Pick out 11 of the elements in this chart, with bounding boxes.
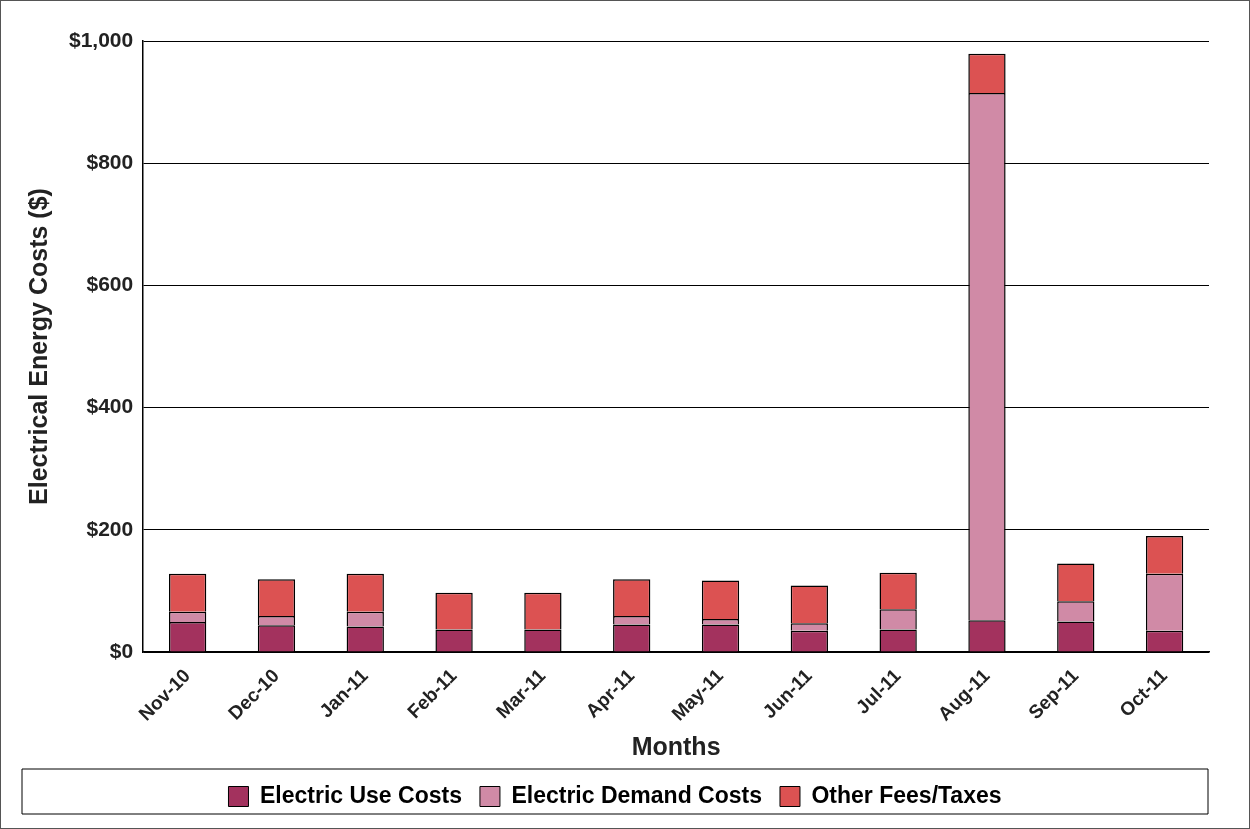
legend-label: Electric Demand Costs (511, 781, 762, 808)
legend-label: Other Fees/Taxes (811, 781, 1002, 808)
y-tick-label: $200 (86, 516, 134, 540)
y-tick-label: $1,000 (69, 27, 134, 51)
y-tick-label: $400 (86, 394, 134, 418)
y-tick-label: $600 (86, 272, 134, 296)
y-tick-label: $800 (86, 150, 134, 174)
legend-label: Electric Use Costs (259, 781, 462, 808)
y-tick-label: $0 (109, 638, 134, 662)
y-axis-title: Electrical Energy Costs ($) (23, 188, 52, 505)
x-axis-title: Months (631, 731, 721, 760)
